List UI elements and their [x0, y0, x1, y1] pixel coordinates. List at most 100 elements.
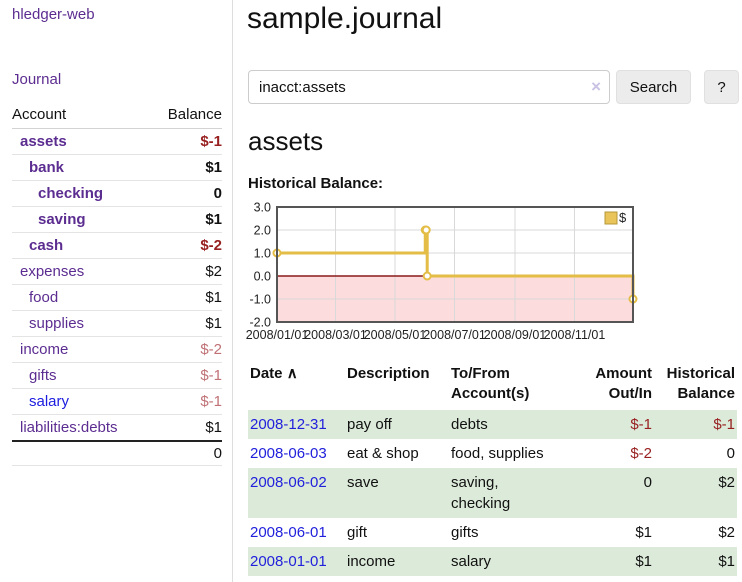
help-button[interactable]: ? — [704, 70, 739, 104]
transaction-row: 2008-06-02 save saving, checking 0 $2 — [248, 467, 737, 518]
description-cell: eat & shop — [347, 444, 419, 462]
accounts-table: Account Balance assets $-1 bank $1 checking 0… — [12, 102, 222, 466]
account-link[interactable]: gifts — [29, 367, 57, 384]
accounts-total-row: 0 — [12, 440, 222, 466]
description-cell: income — [347, 552, 396, 570]
chart-svg: $3.0 2.0 1.0 0.0 -1.0 -2.02008/01/012008/03/0… — [246, 201, 638, 342]
description-cell: pay off — [347, 415, 392, 433]
legend-swatch — [604, 211, 618, 225]
account-link[interactable]: bank — [29, 159, 65, 176]
balance-cell: $2 — [718, 523, 735, 541]
account-balance: $2 — [150, 258, 222, 285]
account-balance: $-1 — [150, 362, 222, 389]
balance-column-header: Historical Balance — [666, 365, 735, 403]
account-row: saving $1 — [12, 206, 222, 233]
sidebar: hledger-web Journal Account Balance asse… — [0, 0, 233, 582]
search-form: × Search ? — [248, 70, 739, 104]
account-link[interactable]: liabilities:debts — [20, 419, 118, 436]
transaction-row: 2008-01-01 income salary $1 $1 — [248, 546, 737, 576]
account-link[interactable]: assets — [20, 133, 67, 150]
amount-cell: $1 — [635, 552, 652, 570]
amount-column-header: Amount Out/In — [595, 365, 652, 403]
account-link[interactable]: checking — [38, 185, 104, 202]
y-tick-label: -2.0 — [249, 316, 271, 330]
plot-border — [276, 206, 634, 323]
accounts-cell: gifts — [451, 523, 479, 541]
brand-link[interactable]: hledger-web — [12, 6, 95, 23]
search-button[interactable]: Search — [616, 70, 691, 104]
accounts-table-body: assets $-1 bank $1 checking 0 saving $1 cash $-2 e… — [12, 128, 222, 442]
account-balance: $-2 — [150, 232, 222, 259]
transaction-row: 2008-12-31 pay off debts $-1 $-1 — [248, 409, 737, 439]
clear-search-icon[interactable]: × — [591, 77, 601, 96]
transaction-date-link[interactable]: 2008-12-31 — [250, 415, 327, 433]
y-tick-label: 2.0 — [254, 224, 271, 238]
data-point-marker — [422, 271, 432, 281]
y-tick-label: -1.0 — [249, 293, 271, 307]
accounts-header-row: Account Balance — [12, 102, 222, 129]
description-column-header: Description — [347, 365, 430, 382]
accounts-column-header: To/From Account(s) — [451, 365, 530, 403]
y-tick-label: 3.0 — [254, 201, 271, 215]
account-row: salary $-1 — [12, 388, 222, 415]
accounts-cell: saving, checking — [451, 473, 511, 512]
data-point-marker — [421, 225, 431, 235]
transaction-date-link[interactable]: 2008-06-01 — [250, 523, 327, 541]
x-tick-label: 2008/01/01 — [246, 328, 309, 342]
x-tick-label: 2008/09/01 — [484, 328, 547, 342]
account-row: food $1 — [12, 284, 222, 311]
y-tick-label: 0.0 — [254, 270, 271, 284]
account-balance: $1 — [150, 310, 222, 337]
x-tick-label: 2008/07/01 — [423, 328, 486, 342]
account-balance: $1 — [150, 284, 222, 311]
balance-col-header: Balance — [150, 102, 222, 129]
account-row: checking 0 — [12, 180, 222, 207]
account-col-header: Account — [12, 102, 151, 129]
account-row: assets $-1 — [12, 128, 222, 155]
x-tick-label: 2008/11/01 — [544, 328, 606, 342]
amount-cell: 0 — [643, 473, 652, 491]
account-link[interactable]: expenses — [20, 263, 85, 280]
legend-label: $ — [619, 210, 627, 225]
transaction-row: 2008-06-03 eat & shop food, supplies $-2 0 — [248, 439, 737, 468]
search-input[interactable] — [248, 70, 610, 104]
account-row: cash $-2 — [12, 232, 222, 259]
account-balance: 0 — [150, 180, 222, 207]
accounts-cell: food, supplies — [451, 444, 544, 462]
x-tick-label: 2008/05/01 — [364, 328, 427, 342]
transactions-header-row: Date ∧ Description To/From Account(s) Am… — [248, 361, 737, 410]
description-cell: gift — [347, 523, 368, 541]
balance-cell: $1 — [718, 552, 735, 570]
account-link[interactable]: food — [29, 289, 59, 306]
balance-chart: $3.0 2.0 1.0 0.0 -1.0 -2.0 2008/01/01 2008/03/0… — [245, 200, 655, 348]
accounts-cell: salary — [451, 552, 492, 570]
account-link[interactable]: income — [20, 341, 69, 358]
sort-ascending-icon: ∧ — [286, 365, 298, 382]
date-column-header[interactable]: Date ∧ — [250, 365, 298, 382]
account-row: supplies $1 — [12, 310, 222, 337]
x-tick-label: 2008/03/01 — [304, 328, 367, 342]
balance-cell: $2 — [718, 473, 735, 491]
transaction-date-link[interactable]: 2008-06-02 — [250, 473, 327, 491]
account-row: liabilities:debts $1 — [12, 415, 222, 442]
page-title: sample.journal — [247, 2, 443, 35]
transaction-date-link[interactable]: 2008-06-03 — [250, 444, 327, 462]
account-row: bank $1 — [12, 154, 222, 181]
account-balance: $1 — [150, 154, 222, 181]
sidebar-item-journal[interactable]: Journal — [12, 71, 62, 88]
accounts-total-value: 0 — [150, 440, 222, 466]
account-balance: $1 — [205, 419, 222, 436]
transactions-table: Date ∧ Description To/From Account(s) Am… — [248, 361, 737, 576]
account-balance: $-1 — [150, 128, 222, 155]
account-title: assets — [248, 126, 324, 156]
account-link[interactable]: cash — [29, 237, 64, 254]
account-link[interactable]: saving — [38, 211, 86, 228]
account-balance: $1 — [150, 206, 222, 233]
account-link[interactable]: supplies — [29, 315, 85, 332]
historical-balance-label: Historical Balance: — [248, 175, 384, 192]
accounts-cell: debts — [451, 415, 488, 433]
account-row: gifts $-1 — [12, 362, 222, 389]
account-link[interactable]: salary — [29, 393, 70, 410]
transaction-date-link[interactable]: 2008-01-01 — [250, 552, 327, 570]
balance-cell: $-1 — [713, 415, 735, 433]
